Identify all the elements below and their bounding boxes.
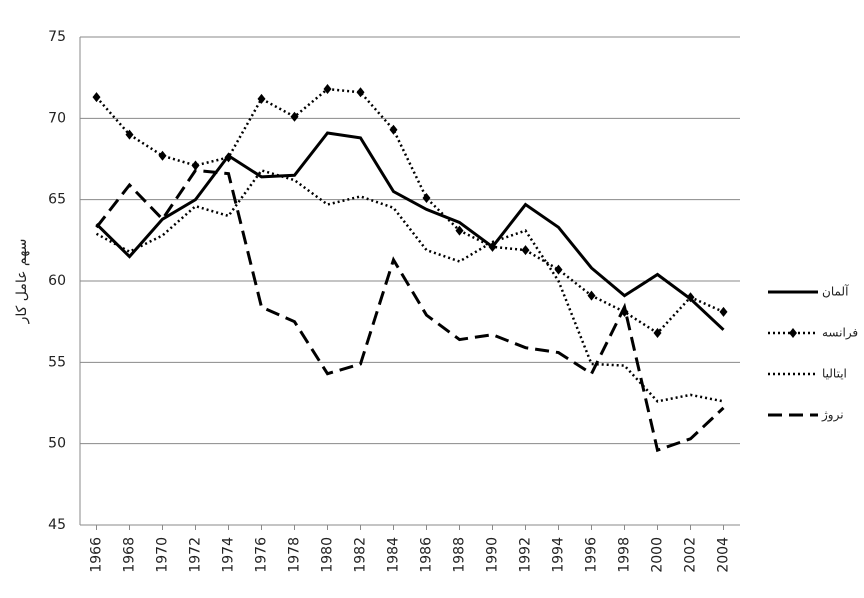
point-marker (158, 150, 167, 161)
series-line (95, 168, 724, 403)
x-tick-label: 1990 (485, 537, 501, 573)
x-tick-label: 1992 (518, 537, 534, 573)
x-tick-label: 1984 (386, 537, 402, 573)
point-marker (323, 84, 332, 95)
x-tick-label: 1998 (617, 537, 633, 573)
x-tick-label: 1986 (419, 537, 435, 573)
series-line (95, 168, 725, 453)
x-tick-label: 1988 (452, 537, 468, 573)
x-tick-label: 1980 (320, 537, 336, 573)
point-marker (356, 87, 365, 98)
series-line (95, 87, 725, 335)
point-marker (125, 129, 134, 140)
point-marker (455, 225, 464, 236)
point-marker (686, 292, 695, 303)
y-tick-label: 75 (48, 29, 66, 45)
y-tick-label: 65 (48, 192, 66, 208)
point-marker (290, 111, 299, 122)
legend-label: ایتالیا (822, 367, 847, 381)
x-tick-label: 1994 (551, 537, 567, 573)
point-marker (587, 290, 596, 301)
x-tick-label: 1972 (188, 537, 204, 573)
point-marker (521, 245, 530, 256)
y-tick-label: 55 (48, 354, 66, 370)
point-marker (191, 160, 200, 171)
y-tick-label: 70 (48, 110, 66, 126)
x-tick-label: 1982 (353, 537, 369, 573)
point-marker (653, 328, 662, 339)
x-tick-label: 1968 (122, 537, 138, 573)
x-tick-label: 1978 (287, 537, 303, 573)
x-tick-label: 2004 (716, 537, 732, 573)
point-marker (719, 306, 728, 317)
y-axis-label: سهم عامل کار (14, 239, 30, 325)
x-tick-label: 1996 (584, 537, 600, 573)
point-marker (488, 241, 497, 252)
y-tick-label: 50 (48, 436, 66, 452)
legend-label: آلمان (822, 284, 849, 299)
point-marker (257, 93, 266, 104)
x-tick-label: 1974 (221, 537, 237, 573)
x-tick-label: 1976 (254, 537, 270, 573)
point-marker (92, 92, 101, 103)
legend-label: نروژ (821, 408, 844, 423)
point-marker (554, 264, 563, 275)
legend-label: فرانسه (822, 326, 858, 341)
series-line (95, 131, 725, 331)
x-tick-label: 1966 (89, 537, 105, 573)
legend-marker (789, 328, 797, 338)
x-tick-label: 2000 (650, 537, 666, 573)
x-tick-label: 2002 (683, 537, 699, 573)
y-tick-label: 60 (48, 273, 66, 289)
x-tick-label: 1970 (155, 537, 171, 573)
point-marker (422, 193, 431, 204)
point-marker (224, 152, 233, 163)
y-tick-label: 45 (48, 517, 66, 533)
point-marker (389, 124, 398, 135)
